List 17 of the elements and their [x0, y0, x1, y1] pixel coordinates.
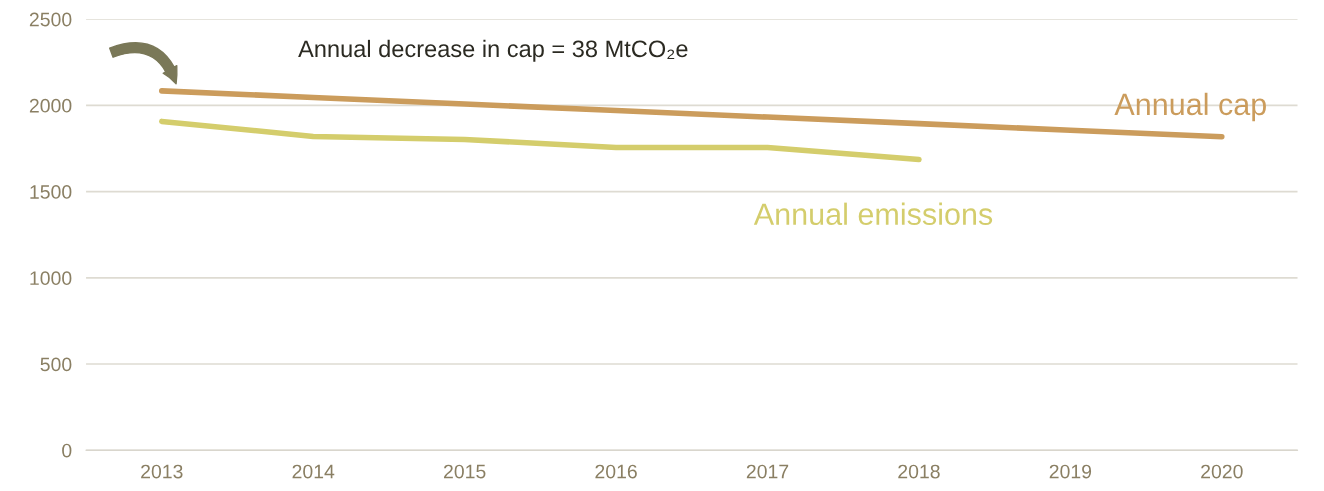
y-tick-label: 1500 [30, 185, 72, 199]
x-tick-label: 2017 [746, 464, 789, 479]
series-label: Annual emissions [753, 202, 993, 226]
y-tick-label: 0 [62, 443, 72, 458]
x-tick-label: 2016 [595, 464, 637, 479]
y-tick-label: 2000 [29, 98, 72, 113]
annotation: Annual decrease in cap = 38 MtCO₂e [298, 39, 688, 62]
y-tick-label: 2500 [29, 12, 72, 27]
y-tick-label: 1000 [30, 271, 72, 286]
x-tick-label: 2020 [1201, 464, 1243, 479]
y-tick-label: 500 [40, 357, 72, 372]
x-tick-label: 2019 [1049, 464, 1092, 479]
x-tick-label: 2013 [141, 464, 183, 479]
x-tick-label: 2015 [443, 464, 486, 479]
series-label: Annual cap [1114, 92, 1266, 122]
x-tick-label: 2018 [898, 464, 940, 479]
x-tick-label: 2014 [292, 464, 335, 479]
